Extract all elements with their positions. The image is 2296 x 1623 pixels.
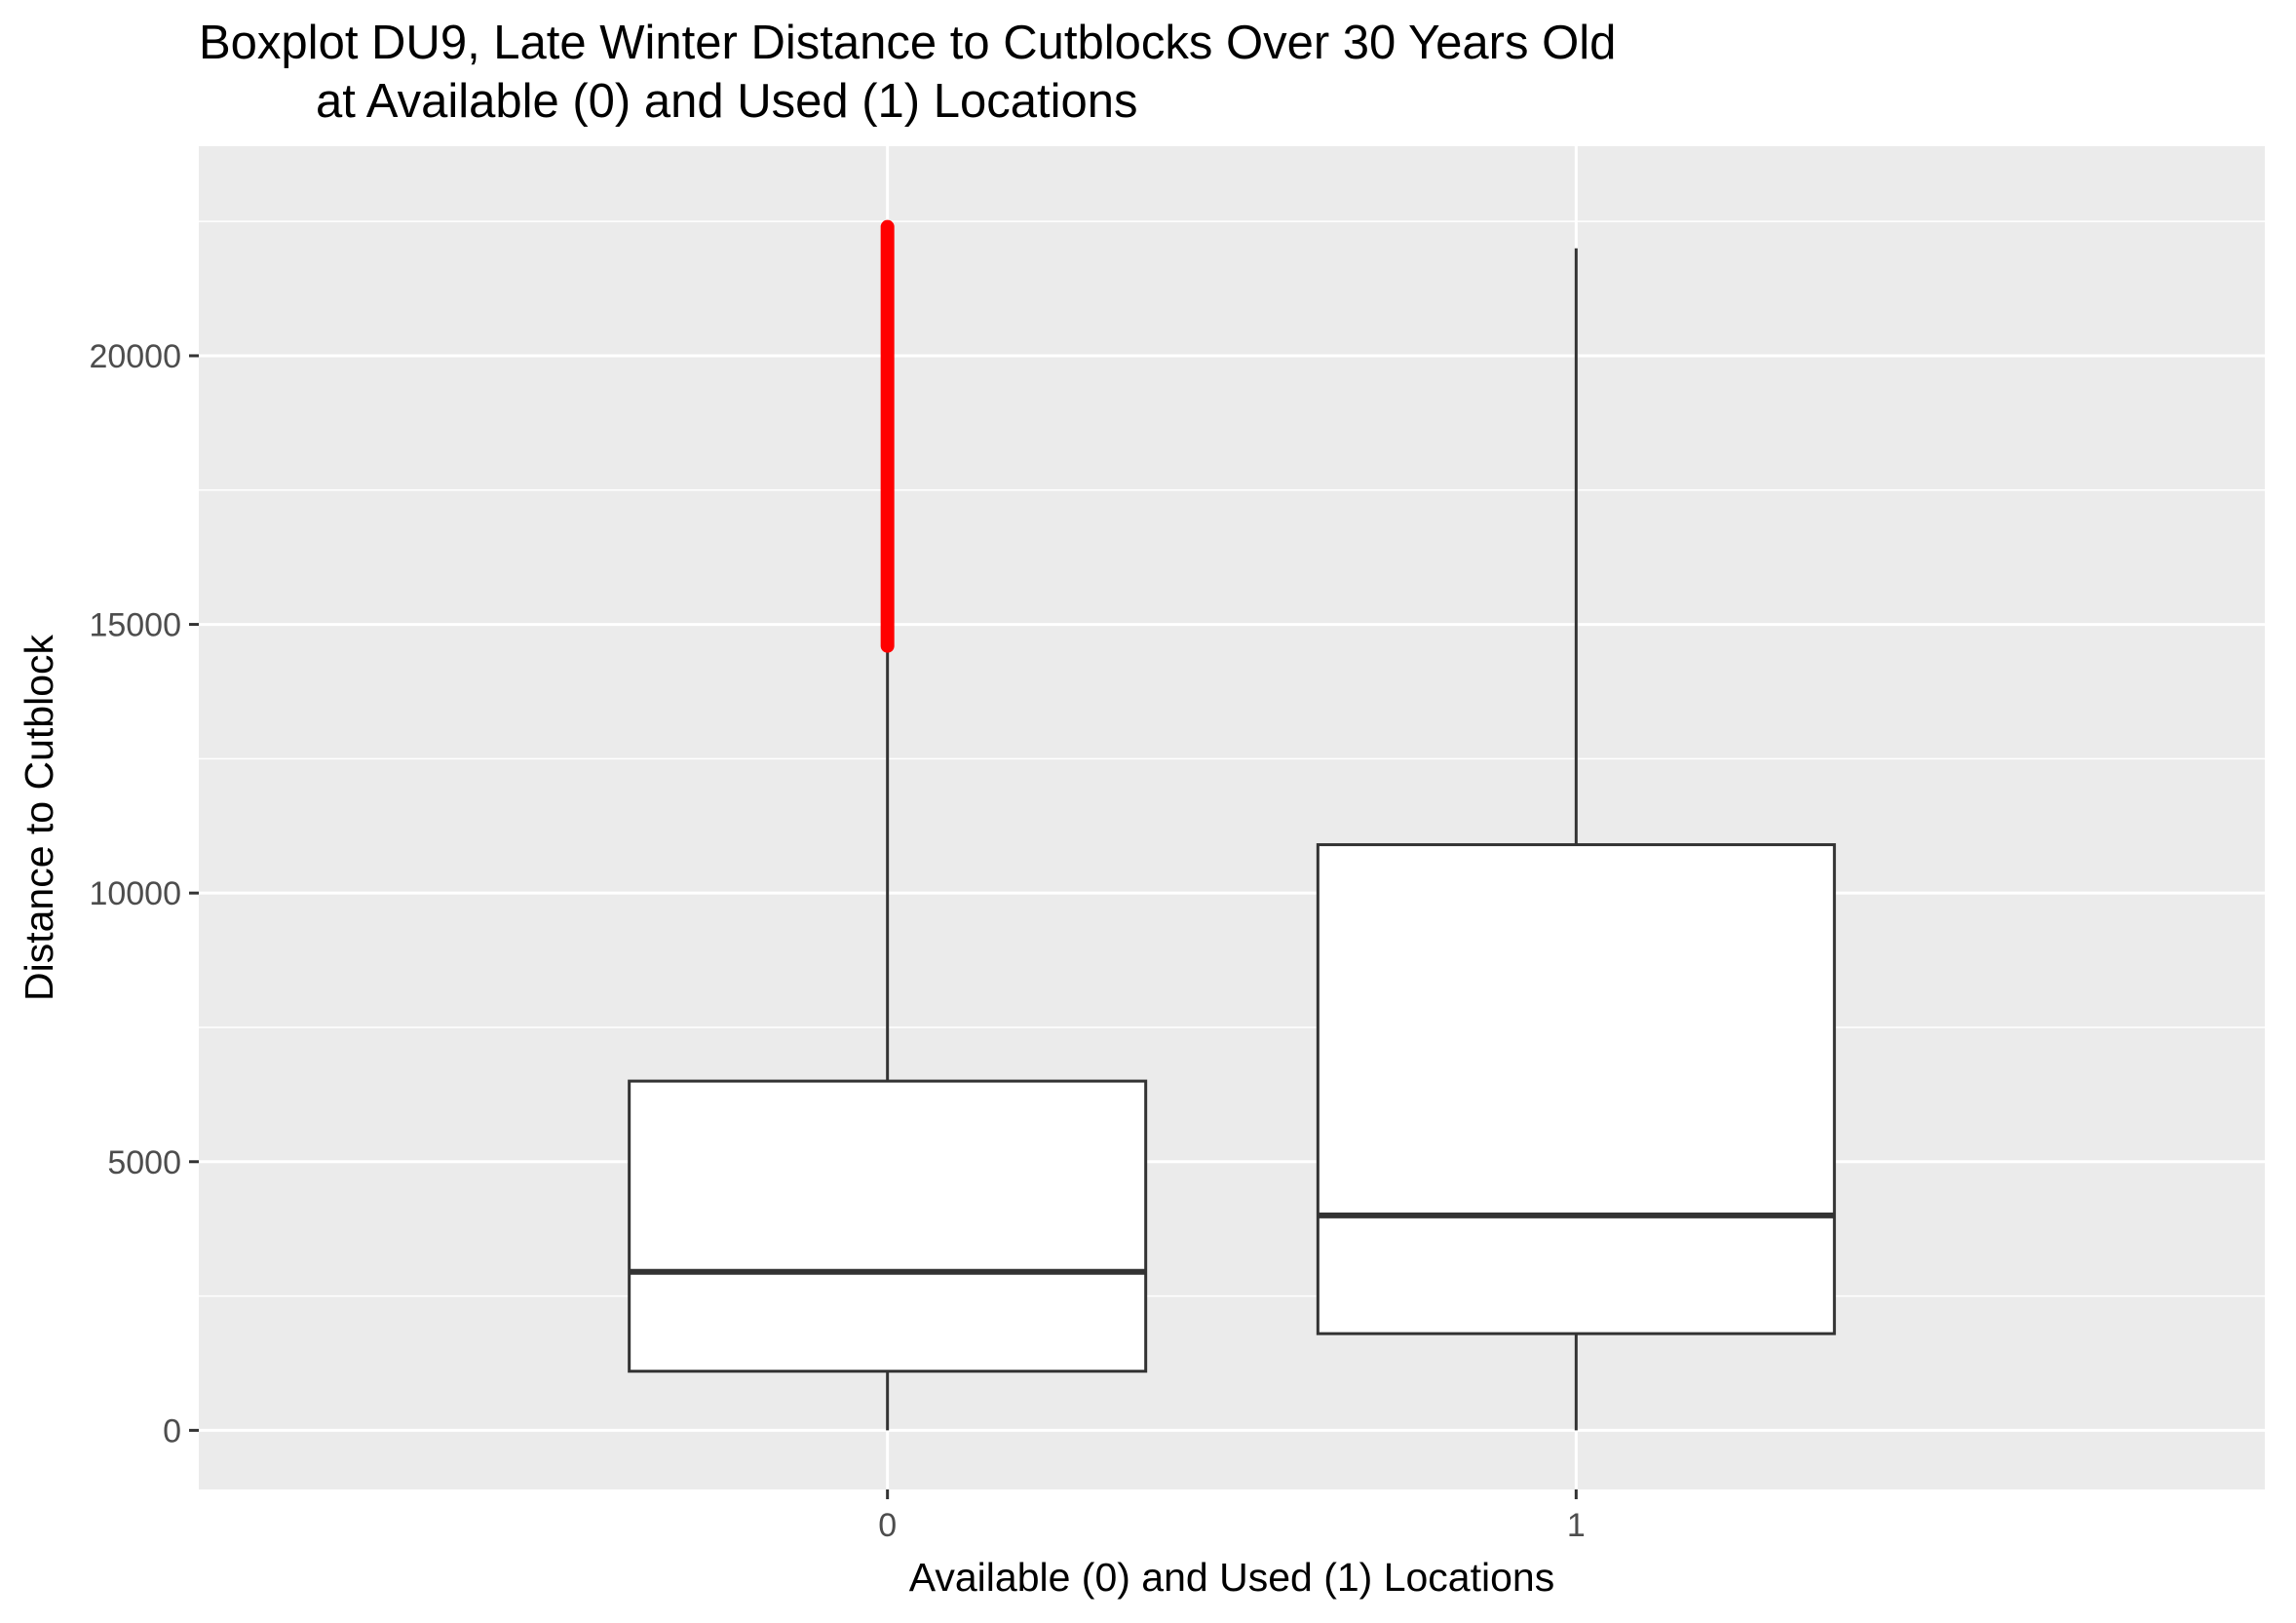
boxes — [628, 219, 1836, 1431]
chart-title: Boxplot DU9, Late Winter Distance to Cut… — [199, 14, 1616, 131]
box-group-0 — [628, 219, 1148, 1431]
y-axis-title: Distance to Cutblock — [17, 635, 61, 1002]
y-axis: 0 5000 10000 15000 20000 — [89, 338, 199, 1449]
x-tick-label: 1 — [1567, 1507, 1586, 1544]
chart-title-line-1: Boxplot DU9, Late Winter Distance to Cut… — [199, 17, 1617, 69]
chart-title-line-2: at Available (0) and Used (1) Locations — [316, 75, 1138, 128]
x-axis-title: Available (0) and Used (1) Locations — [909, 1555, 1554, 1600]
box-group-1 — [1316, 248, 1836, 1431]
box — [1316, 843, 1836, 1335]
x-tick-label: 0 — [878, 1507, 897, 1544]
y-tick-label: 5000 — [107, 1144, 181, 1181]
y-tick-label: 10000 — [89, 875, 181, 912]
box — [628, 1079, 1148, 1373]
plot-panel — [199, 146, 2265, 1489]
y-tick-label: 20000 — [89, 338, 181, 375]
y-tick-label: 0 — [163, 1412, 181, 1449]
y-tick-label: 15000 — [89, 607, 181, 644]
minor-gridlines — [199, 220, 2265, 1297]
